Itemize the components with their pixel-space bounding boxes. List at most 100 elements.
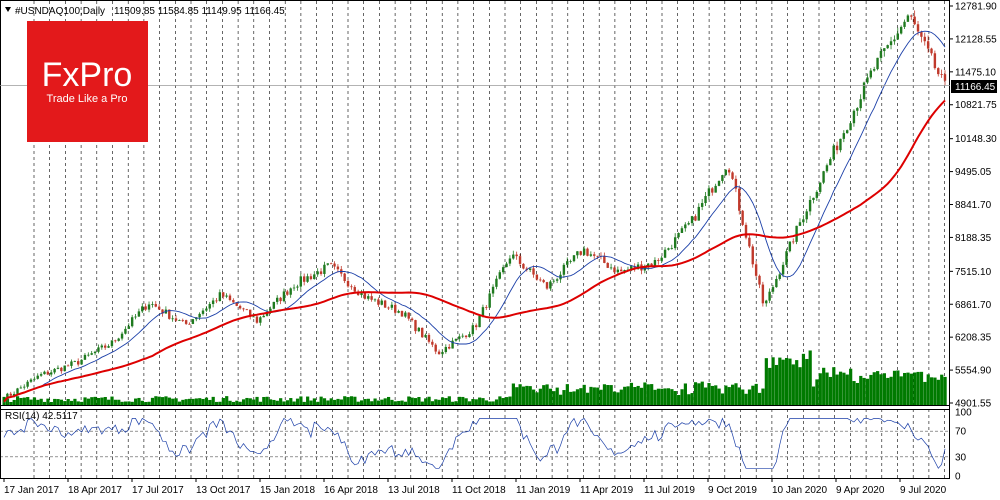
volume-bar: [575, 389, 580, 405]
volume-bar: [150, 397, 155, 405]
volume-bar: [353, 396, 357, 405]
candle-body: [9, 393, 12, 396]
volume-bar: [710, 385, 714, 405]
candle-body: [808, 199, 812, 212]
volume-bar: [255, 396, 259, 405]
volume-bar: [589, 386, 593, 405]
candle-body: [110, 340, 114, 347]
candle-body: [141, 306, 144, 312]
candle-body: [829, 159, 832, 166]
volume-bar: [892, 370, 897, 405]
candle-body: [39, 374, 43, 376]
volume-bars: [2, 350, 947, 405]
candle-body: [657, 260, 660, 261]
candle-body: [114, 340, 117, 342]
candle-body: [319, 271, 323, 274]
volume-bar: [32, 397, 37, 405]
volume-bar: [889, 376, 893, 405]
volume-bar: [825, 372, 829, 405]
candle-body: [579, 251, 582, 255]
volume-bar: [653, 389, 657, 405]
volume-bar: [403, 401, 408, 405]
candle-body: [771, 287, 775, 292]
volume-bar: [724, 385, 728, 405]
candle-body: [920, 31, 923, 37]
vertical-grid: [33, 1, 945, 478]
price-tick-label: 12128.55: [955, 34, 997, 45]
volume-bar: [93, 396, 97, 405]
volume-bar: [63, 401, 67, 405]
candle-body: [872, 69, 876, 71]
volume-bar: [683, 383, 687, 405]
candle-body: [313, 274, 316, 280]
volume-bar: [336, 398, 340, 405]
candle-body: [721, 175, 724, 181]
candle-body: [893, 39, 896, 42]
candle-body: [407, 312, 410, 319]
volume-bar: [349, 396, 354, 405]
volume-bar: [316, 401, 320, 405]
candle-body: [765, 300, 768, 304]
volume-bar: [693, 382, 698, 405]
price-tick-label: 7515.10: [955, 267, 992, 278]
plot-frame: [0, 0, 950, 479]
candle-body: [906, 15, 910, 22]
volume-bar: [373, 398, 377, 405]
volume-bar: [386, 396, 391, 405]
volume-bar: [393, 401, 397, 405]
volume-bar: [505, 397, 509, 405]
candle-body: [434, 344, 437, 352]
volume-bar: [494, 399, 499, 405]
dropdown-triangle-icon[interactable]: [5, 7, 11, 12]
candle-body: [353, 287, 356, 292]
volume-bar: [481, 398, 485, 405]
candle-body: [576, 251, 579, 256]
candle-body: [417, 327, 421, 332]
candle-body: [512, 254, 515, 259]
volume-bar: [26, 397, 30, 405]
volume-bar: [879, 374, 883, 405]
volume-bar: [103, 396, 107, 405]
candle-body: [869, 70, 872, 78]
candle-body: [367, 296, 370, 299]
candle-body: [680, 228, 684, 233]
volume-bar: [366, 398, 370, 405]
volume-bar: [123, 401, 128, 405]
volume-bar: [636, 385, 640, 405]
volume-bar: [171, 398, 175, 405]
volume-bar: [363, 398, 367, 405]
volume-bar: [913, 372, 917, 405]
volume-bar: [326, 400, 330, 405]
candle-body: [427, 334, 431, 342]
volume-bar: [835, 374, 839, 405]
date-tick-label: 17 Jul 2017: [132, 485, 184, 496]
candle-body: [23, 386, 26, 388]
volume-bar: [49, 401, 53, 405]
candle-body: [127, 326, 130, 329]
candle-body: [87, 354, 90, 356]
candle-body: [822, 171, 825, 183]
volume-bar: [194, 398, 198, 405]
volume-bar: [700, 381, 704, 405]
price-tick-label: 5554.90: [955, 366, 992, 377]
candle-body: [181, 320, 184, 321]
volume-bar: [56, 399, 60, 405]
volume-bar: [751, 385, 755, 405]
candle-body: [481, 307, 485, 316]
volume-bar: [650, 384, 654, 405]
candle-body: [815, 191, 819, 198]
volume-bar: [80, 401, 84, 405]
volume-bar: [808, 350, 812, 405]
volume-bar: [19, 398, 23, 405]
volume-bar: [147, 401, 151, 405]
volume-bar: [521, 386, 526, 405]
candle-body: [350, 286, 353, 288]
volume-bar: [940, 374, 944, 405]
volume-bar: [346, 397, 350, 405]
volume-bar: [704, 387, 708, 405]
volume-bar: [926, 374, 930, 405]
candle-body: [930, 48, 933, 54]
candle-body: [218, 292, 222, 302]
volume-bar: [764, 358, 768, 405]
